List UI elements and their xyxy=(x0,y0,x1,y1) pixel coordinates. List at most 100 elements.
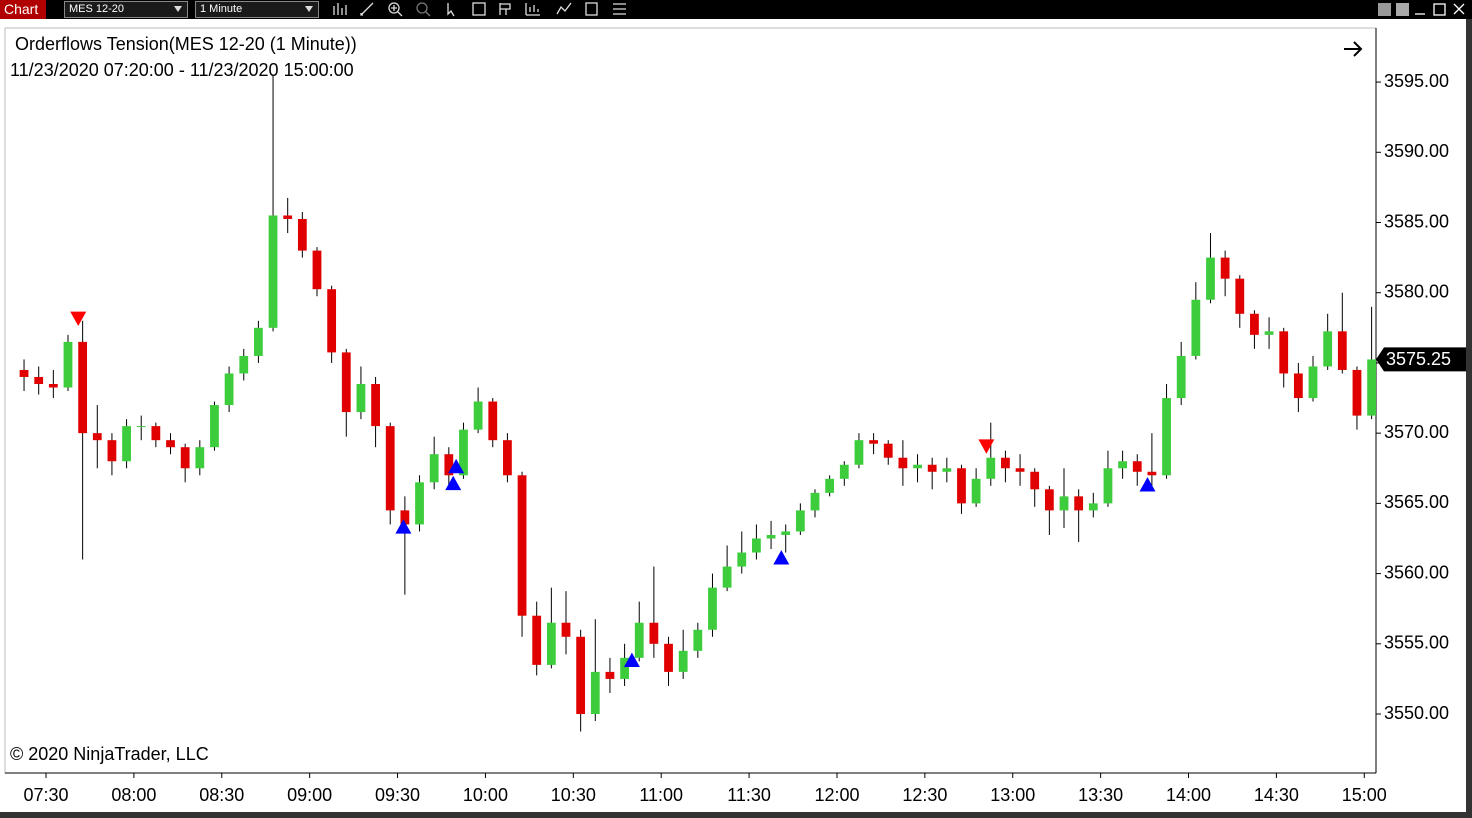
draw-icon[interactable] xyxy=(360,2,374,16)
signal-marker xyxy=(978,439,995,454)
candle-body xyxy=(151,426,161,441)
pointer-icon[interactable] xyxy=(447,3,455,17)
x-tick-label: 08:30 xyxy=(199,785,244,805)
candle-body xyxy=(957,468,966,504)
x-tick-label: 10:30 xyxy=(551,785,596,805)
candle-body xyxy=(312,250,322,290)
chart-tab[interactable]: Chart xyxy=(0,0,46,19)
candle-body xyxy=(34,376,44,384)
candle-body xyxy=(1118,461,1127,469)
x-tick-label: 14:30 xyxy=(1254,785,1299,805)
y-tick-label: 3595.00 xyxy=(1384,71,1449,91)
candle-body xyxy=(869,440,878,444)
bars-icon[interactable] xyxy=(333,3,347,15)
x-tick-label: 07:30 xyxy=(23,785,68,805)
candle-body xyxy=(488,401,498,441)
candle-body xyxy=(297,218,307,251)
properties-icon[interactable] xyxy=(499,3,511,15)
candle-body xyxy=(1088,503,1098,511)
candle-body xyxy=(942,468,952,472)
candle-body xyxy=(1337,331,1347,370)
template-icon[interactable] xyxy=(585,2,598,16)
signal-marker xyxy=(70,311,87,326)
candle-body xyxy=(1176,355,1186,399)
candle-body xyxy=(78,341,88,434)
data-box-icon[interactable] xyxy=(472,2,486,16)
candle-body xyxy=(1352,369,1362,416)
candle-body xyxy=(678,650,688,672)
candle-body xyxy=(136,426,146,428)
candle-body xyxy=(327,289,337,353)
candle-body xyxy=(444,454,454,476)
x-tick-label: 09:00 xyxy=(287,785,332,805)
indicators-icon[interactable] xyxy=(525,3,540,16)
candle-body xyxy=(1147,471,1157,476)
x-tick-label: 11:30 xyxy=(727,785,771,805)
candle-body xyxy=(722,566,732,588)
y-tick-label: 3570.00 xyxy=(1384,422,1449,442)
candle-body xyxy=(1030,471,1040,490)
menu-icon[interactable] xyxy=(613,3,626,15)
candle-body xyxy=(341,352,351,413)
y-tick-label: 3585.00 xyxy=(1384,211,1449,231)
interval-select[interactable]: 1 Minute xyxy=(195,1,319,18)
candle-body xyxy=(107,440,117,462)
chart-title: Orderflows Tension(MES 12-20 (1 Minute)) xyxy=(15,34,357,54)
zoom-out-icon[interactable] xyxy=(416,2,428,14)
candle-body xyxy=(1279,331,1289,374)
strategies-icon[interactable] xyxy=(556,2,572,15)
scroll-arrow[interactable] xyxy=(1344,41,1363,57)
candle-body xyxy=(1308,366,1318,399)
candle-body xyxy=(605,671,615,679)
candle-body xyxy=(180,447,190,469)
candle-body xyxy=(356,383,366,413)
candle-body xyxy=(825,478,835,493)
candle-body xyxy=(195,447,205,469)
instrument-select[interactable]: MES 12-20 xyxy=(64,1,188,18)
signal-marker xyxy=(1139,477,1156,492)
candle-body xyxy=(546,622,556,665)
y-tick-label: 3580.00 xyxy=(1384,281,1449,301)
candle-body xyxy=(122,426,131,462)
candle-body xyxy=(503,440,512,476)
candle-body xyxy=(913,464,922,469)
close-btn[interactable] xyxy=(1453,3,1465,15)
candle-body xyxy=(898,457,908,469)
x-tick-label: 08:00 xyxy=(111,785,156,805)
candle-body xyxy=(48,383,58,388)
candle-body xyxy=(1015,468,1025,472)
candle-body xyxy=(1206,257,1215,300)
candle-body xyxy=(576,636,586,715)
candle-body xyxy=(224,373,234,406)
window-btn[interactable] xyxy=(1396,3,1409,16)
candle-body xyxy=(649,622,659,644)
candle-body xyxy=(781,531,791,535)
candle-body xyxy=(854,440,864,465)
candle-body xyxy=(283,215,293,219)
y-tick-label: 3565.00 xyxy=(1384,492,1449,512)
candle-body xyxy=(693,629,703,651)
candle-body xyxy=(1250,313,1259,335)
zoom-in-icon[interactable] xyxy=(388,2,400,14)
candle-body xyxy=(239,355,249,374)
y-tick-label: 3560.00 xyxy=(1384,562,1449,582)
candle-body xyxy=(254,327,263,356)
candle-body xyxy=(664,643,673,672)
candle-body xyxy=(1367,359,1376,416)
x-tick-label: 10:00 xyxy=(463,785,508,805)
candle-body xyxy=(1264,331,1274,335)
candle-body xyxy=(986,457,996,479)
y-tick-label: 3555.00 xyxy=(1384,633,1449,653)
candle-body xyxy=(1191,299,1201,356)
signal-marker xyxy=(445,475,462,491)
candle-body xyxy=(839,464,849,479)
window-btn[interactable] xyxy=(1378,3,1391,16)
candle-body xyxy=(708,587,717,630)
x-tick-label: 13:00 xyxy=(990,785,1035,805)
candle-body xyxy=(1323,331,1333,367)
toolbar: Chart MES 12-20 1 Minute xyxy=(0,0,1472,19)
maximize-btn[interactable] xyxy=(1433,3,1446,16)
candle-body xyxy=(517,475,527,616)
candle-body xyxy=(532,615,542,665)
candle-body xyxy=(63,341,73,388)
